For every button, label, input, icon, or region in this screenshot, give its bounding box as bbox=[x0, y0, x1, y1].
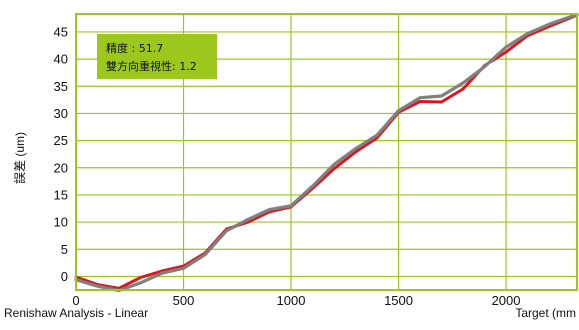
y-tick-label: 45 bbox=[54, 24, 68, 39]
x-tick-label: 0 bbox=[72, 293, 79, 308]
plot-border bbox=[75, 13, 578, 291]
series-line bbox=[74, 12, 579, 293]
x-tick-label: 2000 bbox=[492, 293, 521, 308]
stats-annotation: 精度 : 51.7 雙方向重視性: 1.2 bbox=[97, 34, 217, 79]
y-tick-label: 15 bbox=[54, 187, 68, 202]
y-tick-label: 10 bbox=[54, 215, 68, 230]
y-tick-label: 40 bbox=[54, 52, 68, 67]
x-tick-label: 500 bbox=[173, 293, 195, 308]
y-axis-label: 誤差 (um) bbox=[12, 132, 27, 184]
stats-annotation-box bbox=[97, 34, 217, 79]
x-tick-labels: 0 500 1000 1500 2000 bbox=[72, 293, 520, 308]
footer-title: Renishaw Analysis - Linear bbox=[4, 306, 149, 320]
x-axis-label: Target (mm bbox=[515, 306, 576, 320]
y-tick-label: 30 bbox=[54, 106, 68, 121]
repeatability-label: 雙方向重視性: 1.2 bbox=[106, 59, 197, 73]
y-tick-label: 0 bbox=[61, 269, 68, 284]
series-group bbox=[74, 12, 579, 293]
y-tick-label: 35 bbox=[54, 79, 68, 94]
y-tick-label: 20 bbox=[54, 160, 68, 175]
y-tick-label: 5 bbox=[61, 242, 68, 257]
accuracy-label: 精度 : 51.7 bbox=[106, 41, 163, 55]
y-tick-labels: 0 5 10 15 20 25 30 35 40 45 bbox=[54, 24, 68, 283]
x-tick-label: 1500 bbox=[384, 293, 413, 308]
x-tick-label: 1000 bbox=[277, 293, 306, 308]
y-tick-label: 25 bbox=[54, 133, 68, 148]
